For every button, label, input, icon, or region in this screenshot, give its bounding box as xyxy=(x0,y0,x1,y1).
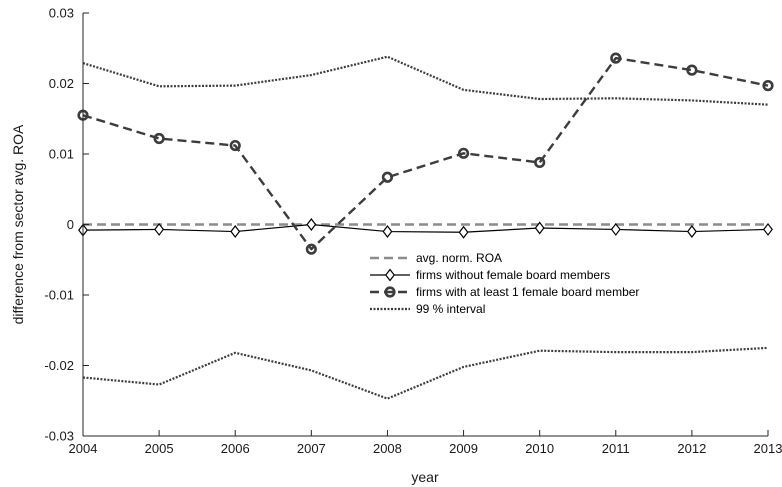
series-line-2 xyxy=(82,56,769,251)
y-tick-label: -0.01 xyxy=(44,288,74,303)
data-point xyxy=(457,147,470,159)
legend-entry: firms with at least 1 female board membe… xyxy=(416,285,639,299)
legend-marker xyxy=(384,286,396,298)
data-point xyxy=(305,243,317,255)
series-line-1 xyxy=(82,223,769,233)
legend-items: avg. norm. ROA firms without female board… xyxy=(370,251,639,316)
series-1 xyxy=(78,218,773,239)
x-tick-label: 2008 xyxy=(373,441,402,456)
y-tick-label: 0.03 xyxy=(49,6,74,21)
y-axis-label: difference from sector avg. ROA xyxy=(10,124,26,324)
x-tick-label: 2013 xyxy=(754,441,782,456)
y-tick-label: 0 xyxy=(67,217,74,232)
legend-entry: 99 % interval xyxy=(416,302,485,316)
series-line-3 xyxy=(82,55,769,106)
data-point xyxy=(458,225,469,239)
series-2 xyxy=(77,52,774,255)
y-tick-label: -0.03 xyxy=(44,429,74,444)
data-point xyxy=(763,222,773,236)
legend-entry: firms without female board members xyxy=(416,268,610,282)
ticks-layer: 2004 2005 2006 2007 2008 2009 2010 2011 2012 2013… xyxy=(44,6,782,457)
x-tick-label: 2011 xyxy=(602,441,630,456)
x-tick-label: 2010 xyxy=(525,441,554,456)
y-tick-label: 0.01 xyxy=(49,147,74,162)
x-tick-label: 2009 xyxy=(449,441,478,456)
x-axis-label: year xyxy=(411,469,439,485)
data-point xyxy=(534,221,545,235)
series-line-4 xyxy=(82,346,769,400)
data-point xyxy=(686,64,698,76)
legend: avg. norm. ROA firms without female board… xyxy=(362,245,646,321)
data-point xyxy=(154,222,165,236)
data-point xyxy=(534,156,546,169)
legend-marker xyxy=(385,268,395,282)
series-layer xyxy=(77,52,774,400)
data-point xyxy=(153,132,165,145)
series-4 xyxy=(82,346,769,400)
x-tick-label: 2004 xyxy=(69,441,98,456)
x-tick-label: 2006 xyxy=(221,441,250,456)
x-tick-label: 2005 xyxy=(145,441,174,456)
data-point xyxy=(686,225,697,239)
y-tick-label: -0.02 xyxy=(44,358,74,373)
series-3 xyxy=(82,55,769,106)
data-point xyxy=(610,52,622,64)
data-point xyxy=(381,171,394,183)
data-point xyxy=(230,225,241,239)
y-tick-label: 0.02 xyxy=(49,76,74,91)
data-point xyxy=(610,222,621,236)
data-point xyxy=(382,225,393,239)
x-tick-label: 2007 xyxy=(297,441,326,456)
data-point xyxy=(229,139,241,152)
legend-entry: avg. norm. ROA xyxy=(416,251,502,265)
x-tick-label: 2012 xyxy=(677,441,706,456)
data-point xyxy=(306,218,317,231)
data-point xyxy=(762,80,774,92)
legend-box xyxy=(362,245,646,321)
